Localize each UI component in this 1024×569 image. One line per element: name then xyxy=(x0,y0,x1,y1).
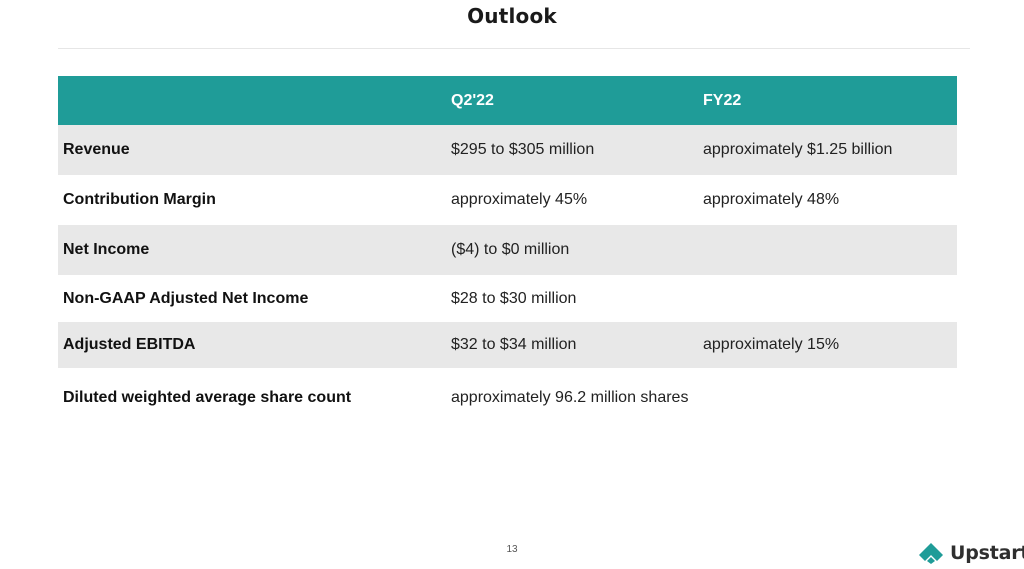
brand-logo: Upstart xyxy=(918,542,1024,564)
metric-label: Contribution Margin xyxy=(63,191,216,208)
metric-label: Non-GAAP Adjusted Net Income xyxy=(63,289,309,307)
fy-value xyxy=(703,275,957,322)
metric-label: Diluted weighted average share count xyxy=(63,389,352,406)
column-header-fy22: FY22 xyxy=(703,91,742,109)
metric-label: Net Income xyxy=(63,241,150,258)
page-number: 13 xyxy=(506,544,518,555)
column-header-q2-22: Q2'22 xyxy=(451,91,494,109)
q2-value: $32 to $34 million xyxy=(451,336,577,353)
fy-value xyxy=(703,368,957,428)
upstart-logo-icon xyxy=(919,543,943,564)
fy-value: approximately 48% xyxy=(703,191,840,208)
q2-value: $295 to $305 million xyxy=(451,141,595,158)
fy-value: approximately 15% xyxy=(703,336,840,353)
q2-value: ($4) to $0 million xyxy=(451,241,570,258)
q2-value: approximately 96.2 million shares xyxy=(451,389,689,406)
table-row: Non-GAAP Adjusted Net Income $28 to $30 … xyxy=(58,275,957,322)
title-divider xyxy=(58,48,970,49)
table-row: Net Income ($4) to $0 million xyxy=(58,225,957,275)
fy-value: approximately $1.25 billion xyxy=(703,141,893,158)
table-row: Adjusted EBITDA $32 to $34 million appro… xyxy=(58,322,957,368)
fy-value xyxy=(703,225,957,275)
table-row: Contribution Margin approximately 45% ap… xyxy=(58,175,957,225)
slide-title: Outlook xyxy=(467,4,557,28)
q2-value: $28 to $30 million xyxy=(451,289,577,307)
column-header-metric xyxy=(58,76,451,125)
q2-value: approximately 45% xyxy=(451,191,588,208)
metric-label: Adjusted EBITDA xyxy=(63,336,196,353)
table-row: Revenue $295 to $305 million approximate… xyxy=(58,125,957,175)
table-row: Diluted weighted average share count app… xyxy=(58,368,957,428)
outlook-table: Q2'22 FY22 Revenue $295 to $305 million … xyxy=(58,76,957,428)
brand-name: Upstart xyxy=(950,542,1024,564)
table-header-row: Q2'22 FY22 xyxy=(58,76,957,125)
metric-label: Revenue xyxy=(63,141,130,158)
